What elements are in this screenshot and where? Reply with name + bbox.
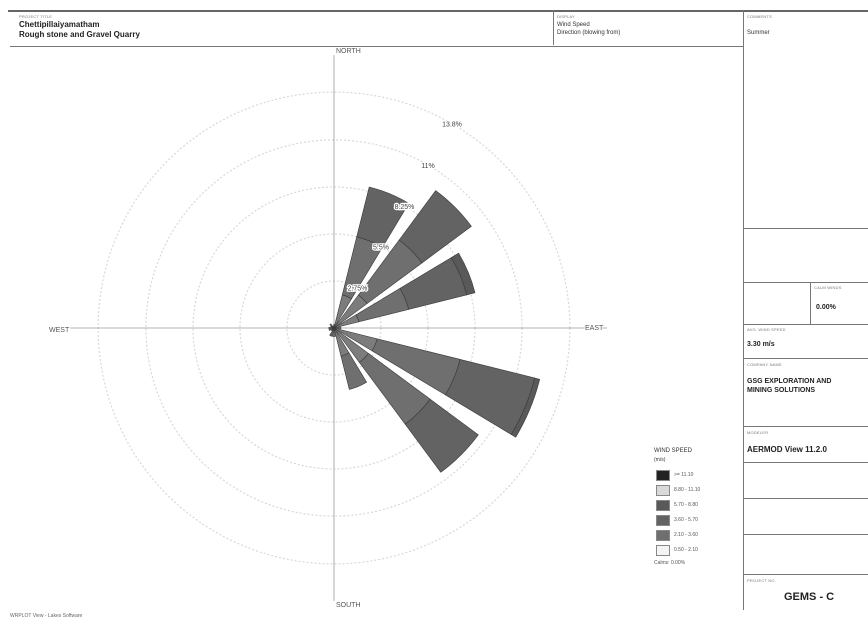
report-frame	[8, 10, 868, 612]
wedge-112.5-s3	[510, 377, 541, 438]
legend-label-1: 8.80 - 11.10	[674, 487, 701, 493]
sidebar-line-8	[743, 534, 868, 535]
legend-swatch-0	[656, 470, 670, 481]
modeler-label: MODELER	[747, 430, 769, 435]
comments-label: COMMENTS	[747, 14, 772, 19]
sidebar-divider	[743, 10, 744, 610]
sidebar-line-2	[743, 282, 868, 283]
project-title-label: PROJECT TITLE	[19, 14, 53, 19]
sidebar-line-3	[743, 324, 868, 325]
ring-label-1: 5.5%	[373, 245, 389, 252]
wedge-247.5-s0	[328, 327, 335, 332]
display-line2: Direction (blowing from)	[557, 30, 621, 36]
comments-value: Summer	[747, 30, 770, 36]
legend-title: WIND SPEED	[654, 448, 693, 454]
wedge-67.5-s3	[450, 252, 476, 296]
sidebar-line-1	[743, 228, 868, 229]
wedge-180-s0	[332, 327, 336, 337]
calm-winds-label: CALM WINDS	[814, 285, 842, 290]
wedge-270-s0	[328, 326, 335, 330]
legend-swatch-5	[656, 545, 670, 556]
wind-rose-chart: 2.75% 5.5% 8.25% 11% 13.8% NORTH EAST SOUTH WEST	[48, 47, 607, 610]
legend-label-0: >= 11.10	[674, 472, 694, 478]
wedge-45-s2	[398, 190, 472, 264]
legend-label-2: 5.70 - 8.80	[674, 502, 698, 508]
project-no-value: GEMS - C	[784, 591, 835, 603]
avg-wind-speed-value: 3.30 m/s	[747, 341, 775, 348]
company-name-line2: MINING SOLUTIONS	[747, 387, 816, 394]
ring-label-4: 13.8%	[442, 122, 462, 129]
project-no-label: PROJECT NO.	[747, 578, 777, 583]
ring-label-3: 11%	[421, 163, 435, 170]
wedge-337.5-s0	[332, 325, 335, 329]
header-bottom-line	[10, 46, 743, 47]
calm-divider	[810, 282, 811, 324]
ring-label-0: 2.75%	[348, 285, 368, 292]
wedge-135-s2	[404, 398, 479, 473]
compass-north: NORTH	[336, 48, 361, 55]
avg-wind-speed-label: AVG. WIND SPEED	[747, 327, 786, 332]
project-title-line1: Chettipillaiyamatham	[19, 20, 100, 29]
legend-label-4: 2.10 - 3.60	[674, 532, 698, 538]
display-line1: Wind Speed	[557, 22, 590, 28]
legend-swatch-2	[656, 500, 670, 511]
calm-winds-value: 0.00%	[816, 304, 836, 311]
legend-label-5: 0.50 - 2.10	[674, 547, 698, 553]
company-name-line1: GSG EXPLORATION AND	[747, 378, 832, 385]
sidebar-line-4	[743, 358, 868, 359]
footer-credit: WRPLOT View - Lakes Software	[10, 613, 83, 619]
legend-label-3: 3.60 - 5.70	[674, 517, 698, 523]
legend-unit: (m/s)	[654, 457, 666, 463]
modeler-value: AERMOD View 11.2.0	[747, 445, 827, 454]
wedge-157.5-s1	[340, 352, 368, 390]
legend-swatch-4	[656, 530, 670, 541]
compass-south: SOUTH	[336, 602, 361, 609]
display-label: DISPLAY	[557, 14, 575, 19]
sidebar-line-9	[743, 574, 868, 575]
legend-swatch-1	[656, 485, 670, 496]
compass-east: EAST	[585, 325, 604, 332]
wedge-202.5-s1	[329, 333, 333, 337]
project-title-line2: Rough stone and Gravel Quarry	[19, 30, 140, 39]
wedge-90-s0	[333, 326, 342, 330]
sidebar-line-6	[743, 462, 868, 463]
company-name-label: COMPANY NAME	[747, 362, 782, 367]
sidebar-line-7	[743, 498, 868, 499]
sidebar-line-5	[743, 426, 868, 427]
wedge-22.5-s2	[356, 186, 410, 248]
header-divider	[553, 10, 554, 45]
compass-west: WEST	[49, 327, 70, 334]
ring-label-2: 8.25%	[395, 204, 415, 211]
wedge-0-s0	[333, 324, 335, 329]
wedge-315-s0	[329, 323, 335, 329]
legend-calms-note: Calms: 0.00%	[654, 560, 686, 566]
legend-swatch-3	[656, 515, 670, 526]
